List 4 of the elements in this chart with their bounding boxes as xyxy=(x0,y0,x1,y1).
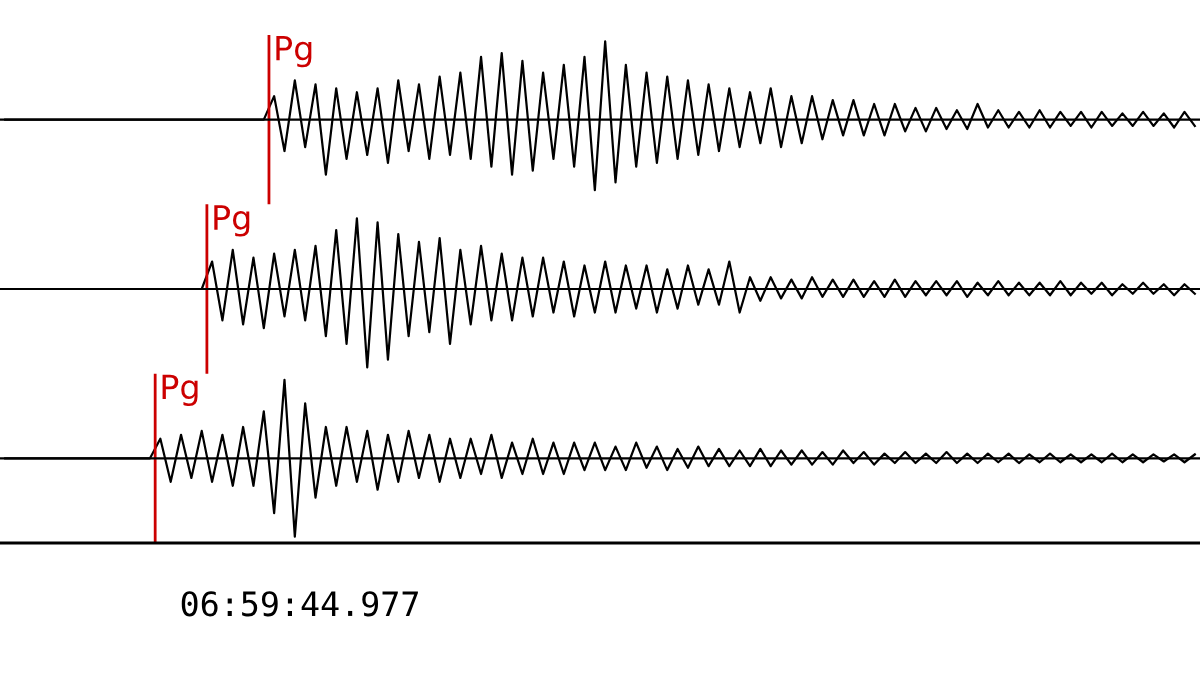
annotation: Pg xyxy=(214,205,250,237)
annotation: Pg xyxy=(162,374,198,406)
text: 06:59:44.977 xyxy=(181,591,418,617)
annotation: Pg xyxy=(276,36,312,68)
